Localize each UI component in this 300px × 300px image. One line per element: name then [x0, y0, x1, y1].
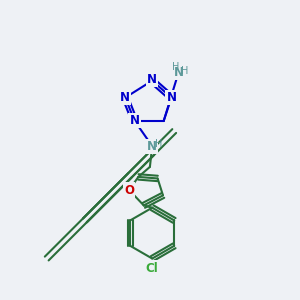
Text: N: N [173, 67, 183, 80]
Text: N: N [147, 140, 157, 153]
Text: N: N [147, 73, 157, 85]
Text: N: N [167, 91, 176, 104]
Text: Cl: Cl [146, 262, 159, 275]
Text: H: H [181, 66, 188, 76]
Text: N: N [130, 114, 140, 127]
Text: N: N [120, 91, 130, 104]
Text: H: H [155, 139, 163, 149]
Text: O: O [124, 184, 134, 196]
Text: H: H [172, 62, 180, 72]
